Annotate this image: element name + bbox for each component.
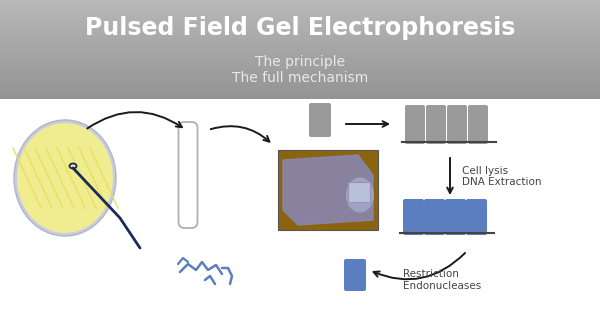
FancyBboxPatch shape [278,150,378,230]
FancyBboxPatch shape [447,105,467,144]
Ellipse shape [14,120,116,236]
Ellipse shape [17,123,113,233]
FancyBboxPatch shape [445,199,466,235]
FancyBboxPatch shape [468,105,488,144]
FancyBboxPatch shape [309,103,331,137]
Text: The full mechanism: The full mechanism [232,71,368,85]
FancyBboxPatch shape [426,105,446,144]
Ellipse shape [346,177,374,212]
FancyBboxPatch shape [348,182,370,202]
Polygon shape [283,155,373,225]
FancyBboxPatch shape [405,105,425,144]
FancyBboxPatch shape [424,199,445,235]
FancyBboxPatch shape [466,199,487,235]
Text: Pulsed Field Gel Electrophoresis: Pulsed Field Gel Electrophoresis [85,16,515,40]
Text: Restriction
Endonucleases: Restriction Endonucleases [403,269,481,291]
FancyBboxPatch shape [344,259,366,291]
FancyBboxPatch shape [403,199,424,235]
Text: Cell lysis
DNA Extraction: Cell lysis DNA Extraction [462,166,542,187]
Text: The principle: The principle [255,55,345,69]
